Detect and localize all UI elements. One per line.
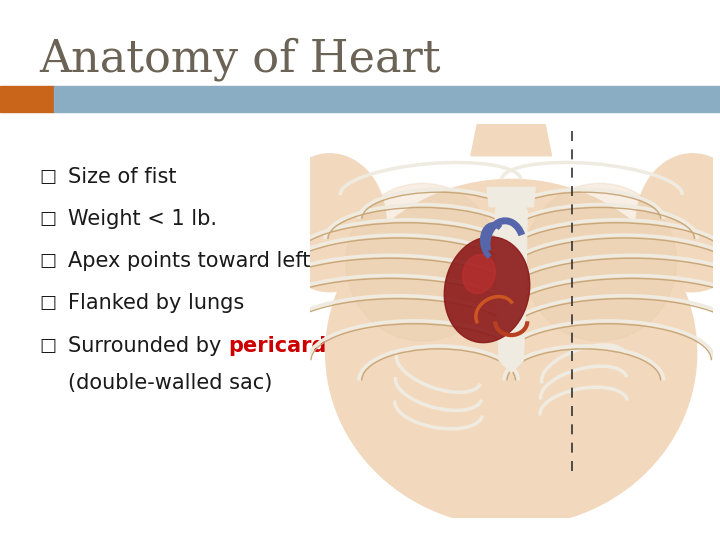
Ellipse shape <box>346 183 499 341</box>
Polygon shape <box>471 116 552 156</box>
Text: □: □ <box>40 294 57 313</box>
Text: pericardium: pericardium <box>228 335 371 356</box>
Ellipse shape <box>462 254 495 293</box>
Text: Flanked by lungs: Flanked by lungs <box>68 293 245 314</box>
Text: Surrounded by: Surrounded by <box>68 335 228 356</box>
Text: Weight < 1 lb.: Weight < 1 lb. <box>68 209 217 230</box>
Text: □: □ <box>40 210 57 228</box>
Text: (double-walled sac): (double-walled sac) <box>68 373 273 394</box>
Bar <box>0 86 54 112</box>
Text: Size of fist: Size of fist <box>68 167 177 187</box>
Text: Anatomy of Heart: Anatomy of Heart <box>40 38 441 82</box>
Polygon shape <box>495 203 527 373</box>
Ellipse shape <box>274 154 386 292</box>
Text: Apex points toward left hip: Apex points toward left hip <box>68 251 350 272</box>
Text: □: □ <box>40 252 57 271</box>
Text: □: □ <box>40 168 57 186</box>
Ellipse shape <box>523 183 677 341</box>
Text: □: □ <box>40 336 57 355</box>
Ellipse shape <box>444 237 530 343</box>
Polygon shape <box>487 187 536 207</box>
Ellipse shape <box>636 154 720 292</box>
Bar <box>54 86 720 112</box>
Ellipse shape <box>325 179 697 526</box>
